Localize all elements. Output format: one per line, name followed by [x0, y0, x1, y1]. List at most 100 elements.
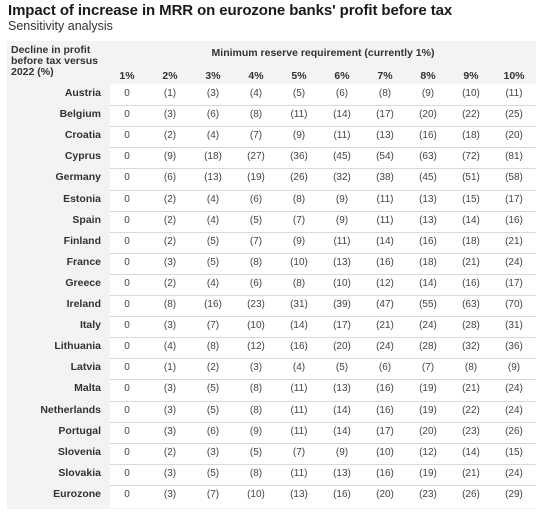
table-cell: (11)	[376, 214, 394, 226]
row-label: Cyprus	[64, 150, 101, 163]
row-separator	[110, 337, 536, 339]
table-cell: (3)	[163, 467, 177, 479]
row-separator	[110, 484, 536, 486]
row-separator	[110, 231, 536, 233]
table-cell: (4)	[292, 362, 306, 374]
table-cell: (21)	[462, 467, 480, 479]
table-cell: (3)	[163, 109, 177, 121]
table-cell: (14)	[333, 404, 351, 416]
table-cell: (18)	[419, 256, 437, 268]
table-cell: (45)	[333, 151, 351, 163]
table-cell: 0	[124, 235, 130, 247]
table-cell: (16)	[376, 467, 394, 479]
table-cell: (70)	[505, 299, 523, 310]
row-label: Germany	[55, 171, 101, 184]
table-cell: (32)	[462, 341, 480, 353]
row-label: Greece	[65, 276, 101, 289]
table-cell: (9)	[292, 235, 306, 247]
table-cell: (2)	[163, 193, 177, 205]
table-cell: (17)	[376, 425, 394, 437]
table-cell: (72)	[462, 151, 480, 163]
table-cell: (9)	[507, 362, 521, 374]
table-cell: (5)	[292, 88, 306, 99]
table-cell: (11)	[290, 404, 308, 416]
table-cell: (36)	[290, 151, 308, 163]
table-cell: (29)	[505, 488, 523, 500]
table-cell: (2)	[163, 446, 177, 458]
table-cell: (6)	[249, 193, 263, 205]
table-cell: (9)	[292, 130, 306, 142]
table-cell: (3)	[163, 488, 177, 500]
table-cell: (31)	[505, 320, 523, 332]
row-separator	[110, 147, 536, 149]
table-cell: (9)	[335, 193, 349, 205]
row-separator	[110, 442, 536, 444]
table-cell: (20)	[419, 109, 437, 121]
row-label: Belgium	[59, 108, 101, 121]
table-cell: (7)	[292, 214, 306, 226]
table-cell: (9)	[249, 425, 263, 437]
sensitivity-table: Decline in profit before tax versus 2022…	[7, 41, 536, 509]
table-cell: (18)	[204, 151, 222, 163]
table-cell: (5)	[206, 404, 220, 416]
row-label: Ireland	[66, 298, 101, 310]
table-cell: (4)	[206, 277, 220, 289]
row-label: Slovakia	[58, 466, 101, 479]
row-separator	[110, 358, 536, 360]
table-cell: (31)	[290, 299, 308, 310]
row-separator	[110, 400, 536, 402]
table-cell: (11)	[333, 130, 351, 142]
table-cell: (21)	[376, 320, 394, 332]
table-cell: (36)	[505, 341, 523, 353]
table-cell: (18)	[462, 130, 480, 142]
table-cell: (16)	[376, 404, 394, 416]
table-cell: (18)	[462, 235, 480, 247]
table-cell: (8)	[249, 467, 263, 479]
table-cell: (26)	[290, 172, 308, 184]
table-cell: (20)	[419, 425, 437, 437]
table-cell: (11)	[290, 383, 308, 395]
table-cell: (21)	[505, 235, 523, 247]
table-cell: (14)	[333, 109, 351, 121]
table-cell: 0	[124, 277, 130, 289]
table-cell: (15)	[462, 193, 480, 205]
table-cell: (23)	[462, 425, 480, 437]
row-separator	[110, 463, 536, 465]
table-cell: (54)	[376, 151, 394, 163]
table-cell: (63)	[462, 299, 480, 310]
table-cell: (13)	[333, 383, 351, 395]
column-group-header: Minimum reserve requirement (currently 1…	[211, 47, 435, 59]
table-cell: (11)	[505, 88, 523, 99]
table-cell: (3)	[206, 446, 220, 458]
table-cell: (2)	[206, 362, 220, 374]
chart-title: Impact of increase in MRR on eurozone ba…	[8, 2, 453, 19]
table-cell: 0	[124, 362, 130, 374]
table-cell: (27)	[247, 151, 265, 163]
table-cell: (14)	[462, 214, 480, 226]
table-cell: (22)	[462, 109, 480, 121]
table-cell: (11)	[290, 425, 308, 437]
table-cell: (26)	[462, 488, 480, 500]
column-header: 3%	[205, 70, 221, 82]
table-cell: (10)	[247, 320, 265, 332]
data-area-background	[110, 84, 536, 508]
table-cell: (5)	[206, 467, 220, 479]
column-header: 2%	[162, 70, 178, 82]
table-cell: 0	[124, 383, 130, 395]
table-cell: (5)	[335, 362, 349, 374]
table-cell: (13)	[419, 193, 437, 205]
table-cell: (11)	[290, 467, 308, 479]
table-cell: 0	[124, 341, 130, 353]
table-cell: (11)	[376, 193, 394, 205]
table-cell: 0	[124, 214, 130, 226]
row-separator	[110, 273, 536, 275]
table-cell: (28)	[462, 320, 480, 332]
table-cell: 0	[124, 130, 130, 142]
row-label: Latvia	[70, 361, 101, 374]
table-cell: 0	[124, 467, 130, 479]
table-cell: (23)	[247, 299, 265, 310]
table-cell: (39)	[333, 299, 351, 310]
table-cell: (13)	[333, 467, 351, 479]
table-cell: (17)	[505, 193, 523, 205]
